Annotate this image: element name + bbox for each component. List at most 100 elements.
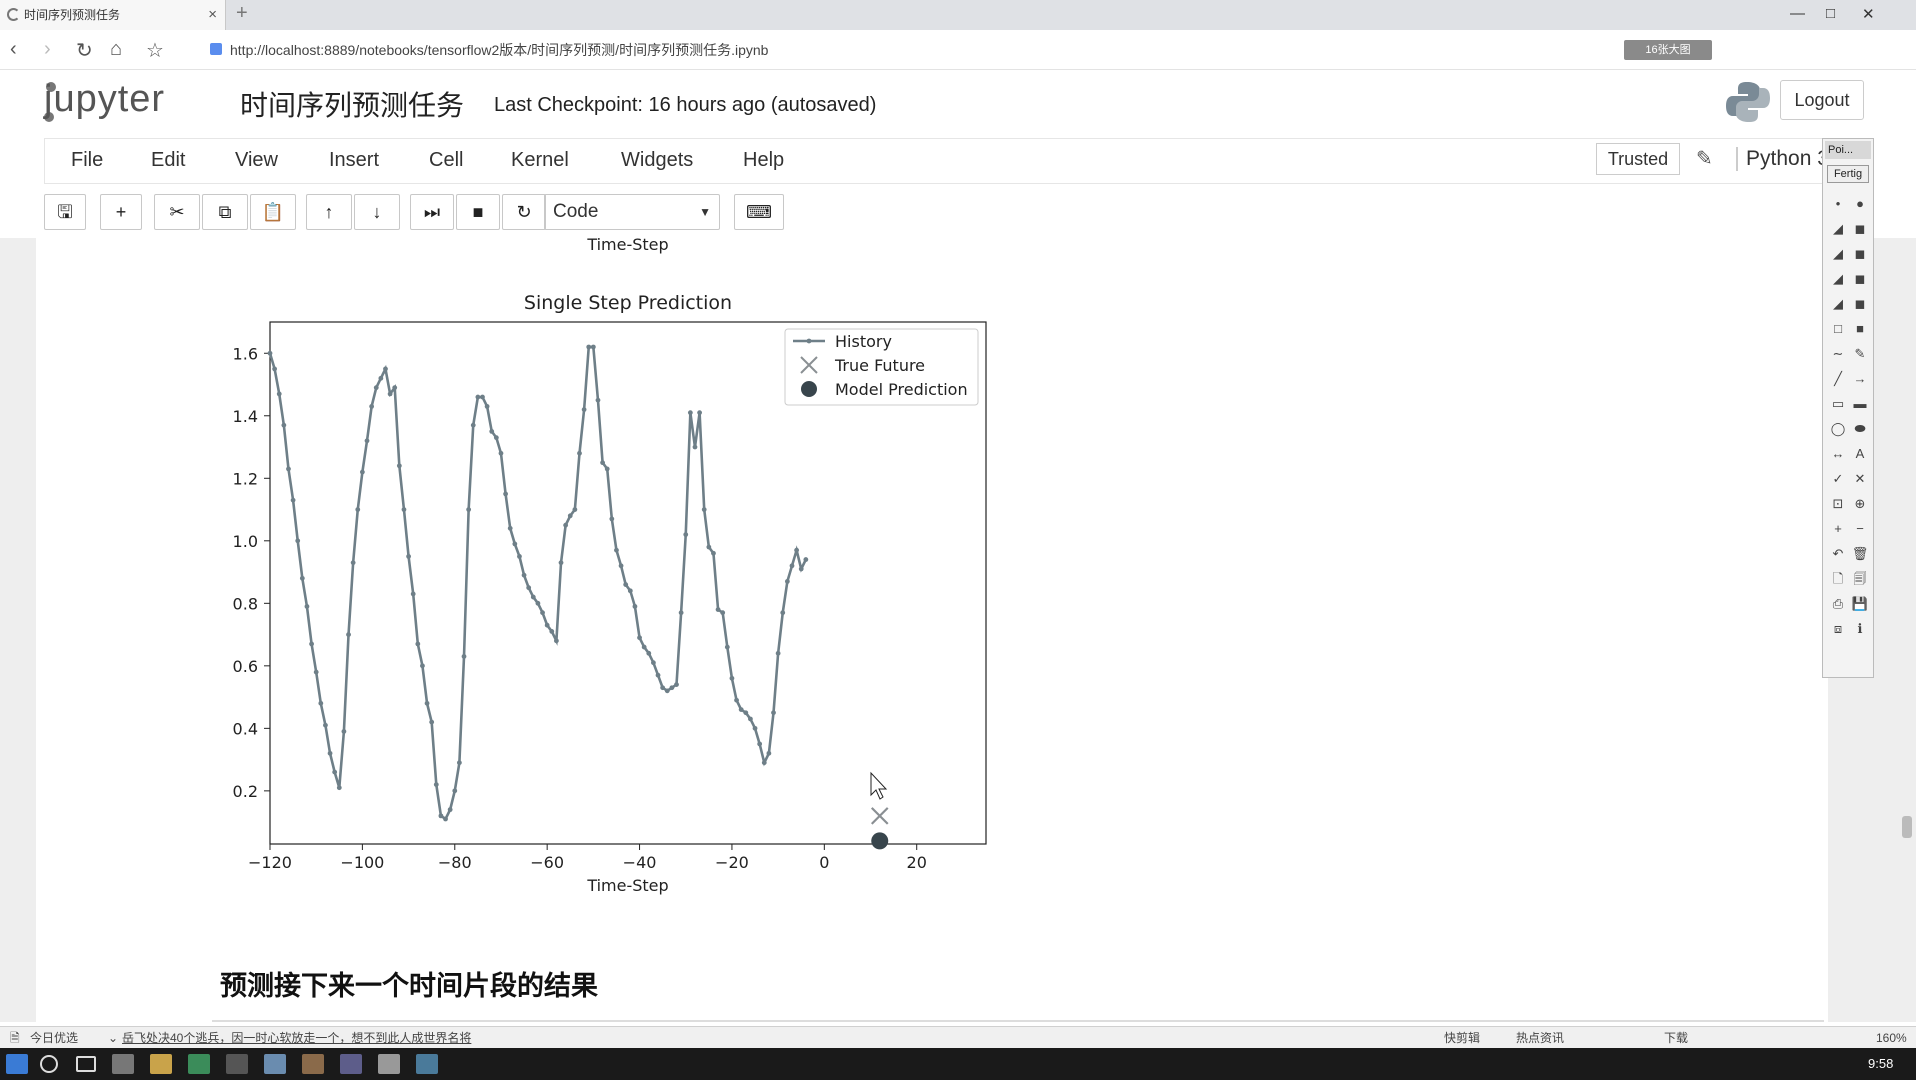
- menu-file[interactable]: File: [71, 149, 104, 171]
- menu-view[interactable]: View: [235, 149, 278, 171]
- cell-type-select[interactable]: Code ▼: [544, 194, 720, 230]
- history-point: [295, 538, 301, 544]
- copy-button[interactable]: ⧉: [202, 194, 248, 230]
- close-window-button[interactable]: ✕: [1862, 6, 1875, 23]
- app-icon[interactable]: [264, 1054, 286, 1074]
- previous-chart-xlabel: Time-Step: [586, 235, 668, 254]
- palette-tool-icon[interactable]: ⎙: [1832, 596, 1844, 611]
- app-icon[interactable]: [378, 1054, 400, 1074]
- image-badge[interactable]: 16张大图: [1624, 40, 1712, 60]
- menu-edit[interactable]: Edit: [151, 149, 186, 171]
- palette-tool-icon[interactable]: ✓: [1832, 471, 1844, 486]
- status-today-picks[interactable]: 今日优选: [30, 1031, 79, 1045]
- menu-kernel[interactable]: Kernel: [511, 149, 569, 171]
- palette-tool-icon[interactable]: □: [1834, 321, 1842, 336]
- start-icon[interactable]: [6, 1054, 28, 1074]
- forward-icon[interactable]: ›: [44, 38, 51, 60]
- app-icon[interactable]: [302, 1054, 324, 1074]
- palette-tool-icon[interactable]: ╱: [1834, 371, 1842, 386]
- x-tick-label: −20: [715, 853, 749, 872]
- palette-tool-icon[interactable]: ◢: [1833, 246, 1843, 261]
- browser-tab[interactable]: 时间序列预测任务 ×: [0, 0, 226, 30]
- notebook-name[interactable]: 时间序列预测任务: [240, 90, 465, 121]
- app-icon[interactable]: [112, 1054, 134, 1074]
- palette-tool-icon[interactable]: A: [1855, 446, 1865, 461]
- palette-tool-icon[interactable]: ◯: [1830, 421, 1846, 436]
- palette-tool-icon[interactable]: →: [1853, 371, 1867, 386]
- palette-tool-icon[interactable]: ↔: [1831, 446, 1845, 461]
- palette-tool-icon[interactable]: 🗋: [1832, 571, 1844, 586]
- edit-pencil-icon[interactable]: ✎: [1696, 148, 1713, 170]
- palette-tool-icon[interactable]: ↶: [1832, 546, 1844, 561]
- palette-tool-icon[interactable]: ⬬: [1854, 421, 1866, 436]
- palette-tool-icon[interactable]: ◢: [1833, 271, 1843, 286]
- search-icon[interactable]: [40, 1055, 58, 1073]
- palette-tool-icon[interactable]: ▬: [1853, 396, 1867, 411]
- palette-tool-icon[interactable]: ◢: [1833, 221, 1843, 236]
- move-up-button[interactable]: ↑: [306, 194, 352, 230]
- palette-tool-icon[interactable]: ■: [1856, 321, 1864, 336]
- status-news-link[interactable]: 岳飞处决40个逃兵，因一时心软放走一个，想不到此人成世界名将: [122, 1031, 472, 1045]
- palette-tool-icon[interactable]: ⊕: [1854, 496, 1866, 511]
- palette-tool-icon[interactable]: ℹ: [1857, 621, 1863, 636]
- run-button[interactable]: ⏭: [410, 194, 454, 230]
- app-icon[interactable]: [340, 1054, 362, 1074]
- palette-tool-icon[interactable]: ◼: [1854, 221, 1866, 236]
- maximize-button[interactable]: □: [1826, 5, 1836, 22]
- palette-tool-icon[interactable]: ✎: [1854, 346, 1866, 361]
- back-icon[interactable]: ‹: [10, 38, 17, 60]
- logout-button[interactable]: Logout: [1780, 80, 1864, 120]
- palette-tool-icon[interactable]: ◼: [1854, 246, 1866, 261]
- new-tab-button[interactable]: +: [236, 2, 248, 24]
- app-icon[interactable]: [226, 1054, 248, 1074]
- restart-button[interactable]: ↻: [502, 194, 546, 230]
- menu-help[interactable]: Help: [743, 149, 785, 171]
- tab-close-button[interactable]: ×: [208, 6, 217, 23]
- bookmark-star-icon[interactable]: ☆: [146, 40, 164, 62]
- insert-cell-button[interactable]: +: [100, 194, 142, 230]
- menu-insert[interactable]: Insert: [329, 149, 380, 171]
- palette-tool-icon[interactable]: +: [1834, 521, 1842, 536]
- menu-cell[interactable]: Cell: [429, 149, 464, 171]
- palette-tool-icon[interactable]: ✕: [1854, 471, 1866, 486]
- trusted-indicator[interactable]: Trusted: [1596, 143, 1680, 175]
- interrupt-button[interactable]: ■: [456, 194, 500, 230]
- home-icon[interactable]: ⌂: [110, 38, 123, 60]
- scrollbar-thumb[interactable]: [1902, 816, 1912, 838]
- history-point: [369, 403, 375, 409]
- palette-done-button[interactable]: Fertig: [1827, 165, 1869, 183]
- palette-tool-icon[interactable]: ◢: [1833, 296, 1843, 311]
- status-hot-news[interactable]: 热点资讯: [1516, 1031, 1565, 1045]
- status-quick-edit[interactable]: 快剪辑: [1444, 1031, 1481, 1045]
- palette-tool-icon[interactable]: 🗐: [1853, 571, 1867, 586]
- palette-tool-icon[interactable]: •: [1835, 196, 1841, 211]
- paste-button[interactable]: 📋: [250, 194, 296, 230]
- palette-tool-icon[interactable]: ▭: [1831, 396, 1845, 411]
- move-down-button[interactable]: ↓: [354, 194, 400, 230]
- palette-tool-icon[interactable]: −: [1856, 521, 1864, 536]
- palette-tool-icon[interactable]: ⊡: [1832, 496, 1844, 511]
- browser-app-icon[interactable]: [416, 1054, 438, 1074]
- status-downloads[interactable]: 下载: [1664, 1031, 1689, 1045]
- palette-tool-icon[interactable]: ◼: [1854, 271, 1866, 286]
- palette-tool-icon[interactable]: 💾: [1851, 596, 1869, 611]
- palette-tool-icon[interactable]: ⧈: [1833, 621, 1843, 636]
- folder-icon[interactable]: [150, 1054, 172, 1074]
- cut-button[interactable]: ✂: [154, 194, 200, 230]
- jupyter-logo[interactable]: jupyter: [44, 78, 166, 120]
- reload-icon[interactable]: ↻: [76, 40, 93, 62]
- task-view-icon[interactable]: [76, 1056, 96, 1072]
- address-bar[interactable]: http://localhost:8889/notebooks/tensorfl…: [230, 42, 769, 58]
- app-icon[interactable]: [188, 1054, 210, 1074]
- y-tick-label: 1.2: [233, 469, 258, 488]
- palette-tool-icon[interactable]: ∼: [1832, 346, 1844, 361]
- menu-widgets[interactable]: Widgets: [621, 149, 694, 171]
- status-zoom[interactable]: 160%: [1876, 1031, 1907, 1045]
- history-point: [664, 688, 670, 694]
- palette-tool-icon[interactable]: ●: [1856, 196, 1864, 211]
- palette-tool-icon[interactable]: ◼: [1854, 296, 1866, 311]
- command-palette-button[interactable]: ⌨: [734, 194, 784, 230]
- minimize-button[interactable]: —: [1790, 5, 1805, 22]
- save-button[interactable]: 🖫: [44, 194, 86, 230]
- palette-tool-icon[interactable]: 🗑: [1851, 546, 1869, 561]
